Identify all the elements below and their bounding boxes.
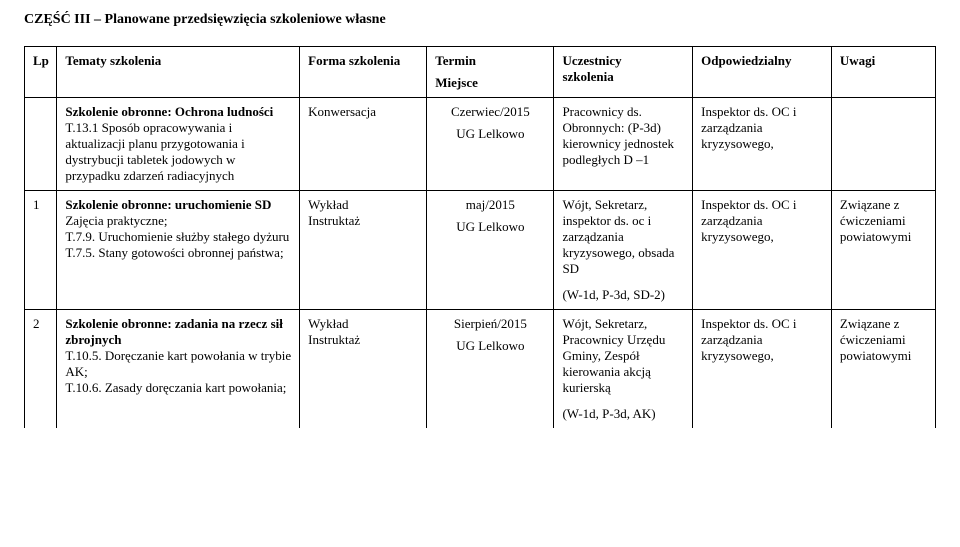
section-title: CZĘŚĆ III – Planowane przedsięwzięcia sz… <box>24 12 936 28</box>
tematy-body: T.7.5. Stany gotowości obronnej państwa; <box>65 245 291 261</box>
termin-top: maj/2015 <box>435 197 545 213</box>
tematy-body: T.10.5. Doręczanie kart powołania w tryb… <box>65 348 291 380</box>
forma-l1: Wykład <box>308 316 418 332</box>
th-termin-top: Termin <box>435 53 545 69</box>
cell-forma: Wykład Instruktaż <box>300 191 427 310</box>
termin-top: Czerwiec/2015 <box>435 104 545 120</box>
tematy-body: Zajęcia praktyczne; <box>65 213 291 229</box>
uczest-bottom: (W-1d, P-3d, AK) <box>562 406 684 422</box>
th-termin: Termin Miejsce <box>427 47 554 98</box>
tematy-body: T.10.6. Zasady doręczania kart powołania… <box>65 380 291 396</box>
cell-lp: 1 <box>25 191 57 310</box>
cell-lp <box>25 98 57 191</box>
tematy-title: Szkolenie obronne: uruchomienie SD <box>65 197 291 213</box>
header-row: Lp Tematy szkolenia Forma szkolenia Term… <box>25 47 936 98</box>
cell-odp: Inspektor ds. OC i zarządzania kryzysowe… <box>693 310 832 429</box>
termin-bottom: UG Lelkowo <box>435 126 545 142</box>
uczest-top: Wójt, Sekretarz, inspektor ds. oc i zarz… <box>562 197 684 277</box>
table-row: 1 Szkolenie obronne: uruchomienie SD Zaj… <box>25 191 936 310</box>
uczest-top: Wójt, Sekretarz, Pracownicy Urzędu Gminy… <box>562 316 684 396</box>
forma-l2: Instruktaż <box>308 332 418 348</box>
cell-tematy: Szkolenie obronne: uruchomienie SD Zajęc… <box>57 191 300 310</box>
table-row: Szkolenie obronne: Ochrona ludności T.13… <box>25 98 936 191</box>
cell-uwagi: Związane z ćwiczeniami powiatowymi <box>831 191 935 310</box>
th-uczest-top: Uczestnicy <box>562 53 684 69</box>
cell-tematy: Szkolenie obronne: zadania na rzecz sił … <box>57 310 300 429</box>
schedule-table: Lp Tematy szkolenia Forma szkolenia Term… <box>24 46 936 428</box>
termin-top: Sierpień/2015 <box>435 316 545 332</box>
cell-uczest: Pracownicy ds. Obronnych: (P-3d) kierown… <box>554 98 693 191</box>
forma-l1: Wykład <box>308 197 418 213</box>
termin-bottom: UG Lelkowo <box>435 219 545 235</box>
termin-bottom: UG Lelkowo <box>435 338 545 354</box>
th-uwagi: Uwagi <box>831 47 935 98</box>
tematy-title: Szkolenie obronne: Ochrona ludności <box>65 104 291 120</box>
cell-lp: 2 <box>25 310 57 429</box>
cell-termin: Czerwiec/2015 UG Lelkowo <box>427 98 554 191</box>
table-row: 2 Szkolenie obronne: zadania na rzecz si… <box>25 310 936 429</box>
th-odp: Odpowiedzialny <box>693 47 832 98</box>
cell-termin: maj/2015 UG Lelkowo <box>427 191 554 310</box>
th-uczest-bottom: szkolenia <box>562 69 684 85</box>
cell-uwagi <box>831 98 935 191</box>
th-lp: Lp <box>25 47 57 98</box>
forma-l2: Instruktaż <box>308 213 418 229</box>
tematy-title: Szkolenie obronne: zadania na rzecz sił … <box>65 316 291 348</box>
cell-odp: Inspektor ds. OC i zarządzania kryzysowe… <box>693 191 832 310</box>
th-termin-bottom: Miejsce <box>435 75 545 91</box>
tematy-body: T.13.1 Sposób opracowywania i aktualizac… <box>65 120 291 184</box>
th-tematy: Tematy szkolenia <box>57 47 300 98</box>
cell-odp: Inspektor ds. OC i zarządzania kryzysowe… <box>693 98 832 191</box>
cell-forma: Konwersacja <box>300 98 427 191</box>
th-uczest: Uczestnicy szkolenia <box>554 47 693 98</box>
th-forma: Forma szkolenia <box>300 47 427 98</box>
uczest-bottom: (W-1d, P-3d, SD-2) <box>562 287 684 303</box>
tematy-body: T.7.9. Uruchomienie służby stałego dyżur… <box>65 229 291 245</box>
cell-uczest: Wójt, Sekretarz, inspektor ds. oc i zarz… <box>554 191 693 310</box>
cell-forma: Wykład Instruktaż <box>300 310 427 429</box>
cell-termin: Sierpień/2015 UG Lelkowo <box>427 310 554 429</box>
cell-tematy: Szkolenie obronne: Ochrona ludności T.13… <box>57 98 300 191</box>
cell-uwagi: Związane z ćwiczeniami powiatowymi <box>831 310 935 429</box>
cell-uczest: Wójt, Sekretarz, Pracownicy Urzędu Gminy… <box>554 310 693 429</box>
